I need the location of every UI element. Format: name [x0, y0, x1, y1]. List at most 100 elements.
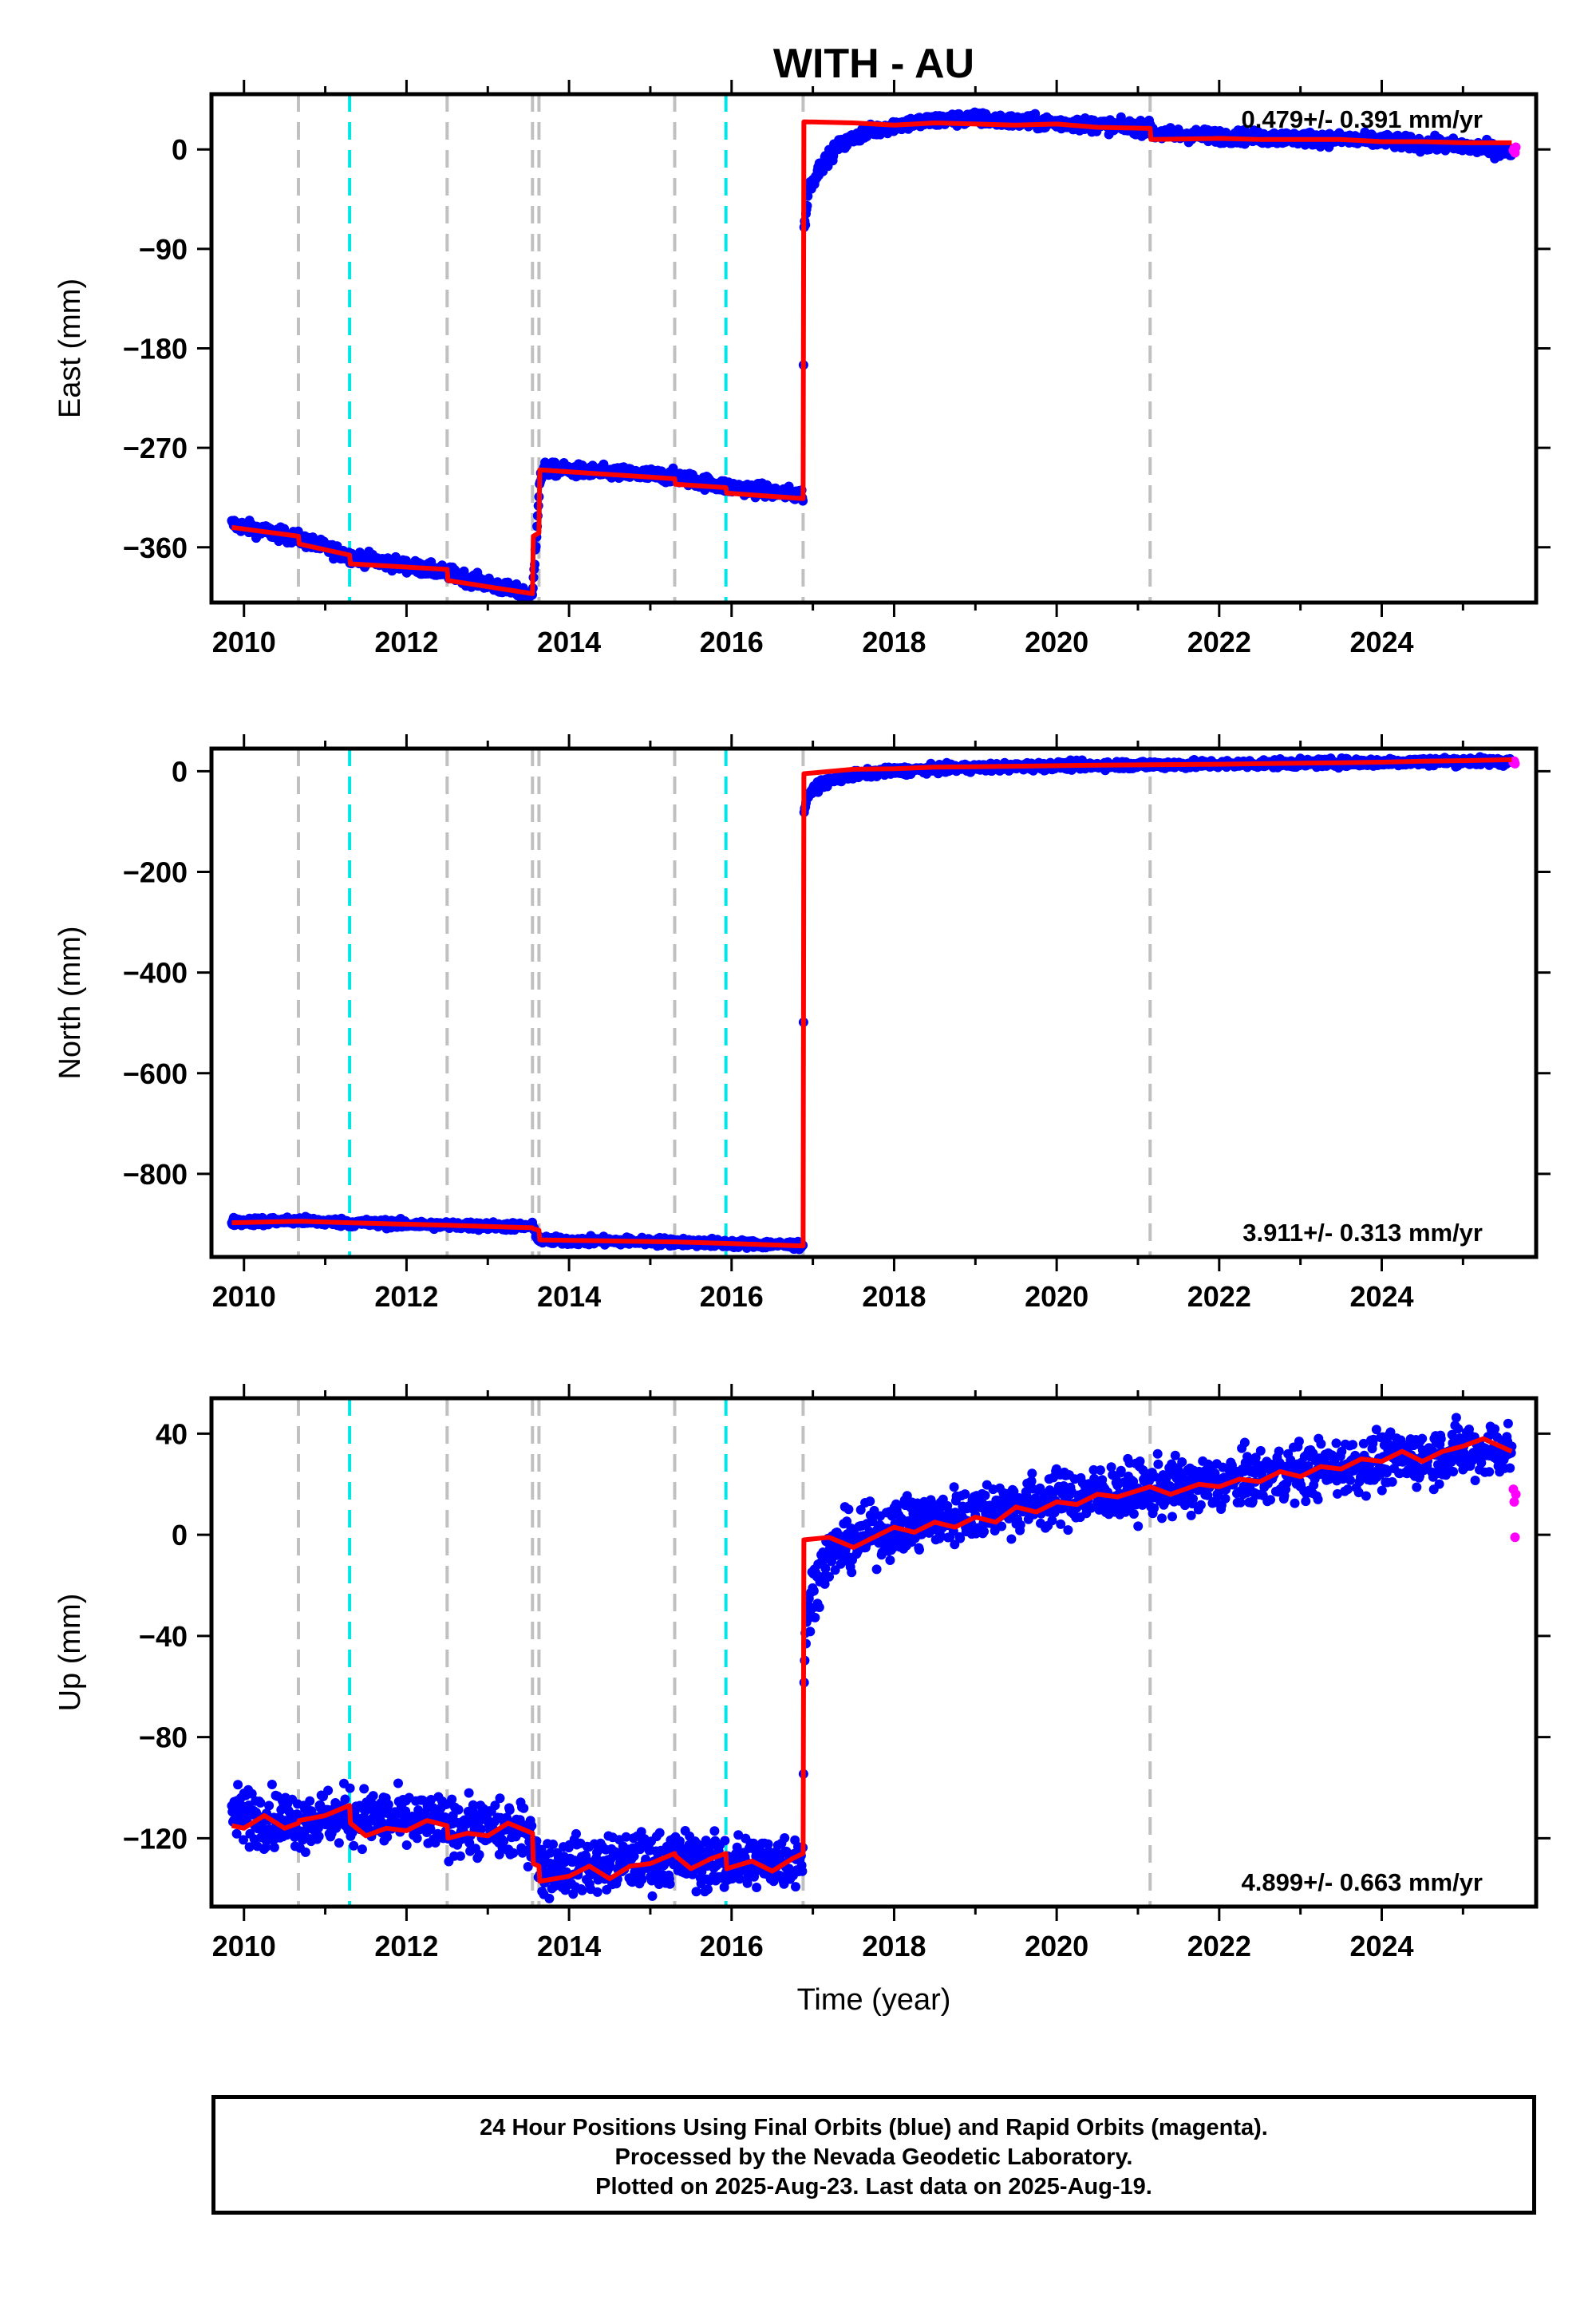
final-orbit-point-255	[382, 1832, 393, 1842]
velocity-label-north: 3.911+/- 0.313 mm/yr	[1242, 1219, 1483, 1247]
y-tick-label: −90	[139, 233, 188, 266]
final-orbit-point-232	[368, 1791, 378, 1801]
final-orbit-point-575	[577, 1885, 587, 1895]
plot-frame-east	[209, 92, 1539, 605]
final-orbit-point-158	[323, 1785, 334, 1796]
final-orbit-point-19	[239, 1835, 248, 1845]
final-orbit-point-285	[401, 1806, 411, 1816]
y-tick-label: −600	[123, 1057, 188, 1090]
final-orbit-point-33	[247, 1788, 257, 1799]
y-tick-label: −800	[123, 1158, 188, 1191]
final-orbit-point-47	[255, 1798, 266, 1808]
x-tick-label: 2020	[1025, 626, 1088, 658]
x-tick-label: 2024	[1349, 626, 1413, 658]
y-tick-label: −360	[123, 532, 188, 564]
x-tick-label: 2014	[537, 1280, 601, 1313]
final-orbit-point-61	[264, 1800, 275, 1811]
final-orbit-point-389	[464, 1788, 474, 1798]
final-orbit-point-66	[267, 1780, 277, 1789]
final-orbit-point-462	[508, 1848, 519, 1858]
final-orbit-points	[227, 107, 1517, 603]
final-orbit-point-257	[383, 1800, 393, 1810]
final-orbit-point-375	[455, 1851, 465, 1861]
final-orbit-point-128	[305, 1796, 315, 1806]
panel-up: 2010 2012 2014 2016 2018 2020 2022 2024400−40−8…	[53, 1384, 1551, 1962]
panel-east: 2010 2012 2014 2016 2018 2020 2022 2024 0 −90 −180…	[53, 80, 1551, 658]
final-orbit-point-621	[605, 1862, 615, 1872]
x-tick-label: 2016	[700, 1280, 764, 1313]
final-orbit-point-29	[244, 1842, 255, 1852]
x-tick-label: 2022	[1187, 1280, 1251, 1313]
final-orbit-point-10	[233, 1780, 243, 1790]
x-tick-label: 2022	[1187, 626, 1251, 658]
final-orbit-point-287	[401, 1840, 412, 1850]
final-orbit-point-372	[453, 1804, 464, 1815]
final-orbit-point-327	[426, 1795, 437, 1804]
final-orbit-point-121	[300, 1847, 310, 1857]
x-tick-label: 2024	[1349, 1280, 1413, 1313]
plot-area-east	[227, 94, 1521, 603]
model-fit-line	[231, 757, 1512, 1249]
final-orbit-points	[227, 752, 1517, 1255]
x-tick-label: 2014	[537, 626, 601, 658]
final-orbit-point-200	[349, 1840, 359, 1851]
final-orbit-point-527	[548, 1840, 558, 1849]
y-axis-label-east: East (mm)	[53, 279, 87, 418]
final-orbit-point-479	[519, 1803, 529, 1813]
plot-area-up	[227, 1398, 1521, 1907]
final-orbit-point-432	[490, 1800, 500, 1811]
final-orbit-point-581	[581, 1851, 591, 1861]
final-orbit-point-194	[345, 1783, 355, 1793]
final-orbit-point-214	[357, 1844, 367, 1855]
x-tick-label: 2012	[374, 1280, 438, 1313]
rapid-orbit-point-4	[1511, 142, 1521, 152]
panel-north: 2010 2012 2014 2016 2018 2020 2022 2024 0 −200 −40…	[53, 734, 1551, 1313]
final-orbit-point-176	[334, 1838, 344, 1848]
final-orbit-point-326	[425, 1824, 436, 1835]
final-orbit-point-486	[523, 1862, 533, 1871]
final-orbit-point-143	[314, 1832, 324, 1841]
y-tick-label: 0	[172, 133, 188, 166]
y-axis-label-north: North (mm)	[53, 926, 87, 1079]
final-orbit-point-440	[495, 1793, 505, 1804]
final-orbit-point-565	[571, 1828, 581, 1839]
final-orbit-point-70	[269, 1842, 279, 1852]
final-orbit-point-8	[231, 1828, 242, 1839]
final-orbit-point-361	[447, 1794, 457, 1804]
velocity-label-east: 0.479+/- 0.391 mm/yr	[1242, 105, 1483, 133]
final-orbit-point-217	[359, 1784, 369, 1794]
x-tick-label: 2010	[212, 1280, 276, 1313]
x-tick-label: 2012	[374, 626, 438, 658]
y-tick-label: −400	[123, 957, 188, 990]
plot-area-north	[227, 749, 1520, 1257]
rapid-orbit-point-3	[1510, 758, 1520, 769]
final-orbit-point-523	[545, 1848, 555, 1858]
y-tick-label: −200	[123, 856, 188, 889]
final-orbit-point-273	[393, 1778, 403, 1788]
y-tick-label: 0	[172, 755, 188, 788]
x-tick-label: 2018	[862, 626, 926, 658]
final-orbit-point-492	[527, 1820, 537, 1831]
x-tick-label: 2020	[1025, 1280, 1088, 1313]
final-orbit-point-396	[468, 1800, 478, 1810]
final-orbit-point-304	[412, 1833, 422, 1844]
final-orbit-point-56	[261, 1842, 271, 1852]
x-tick-label: 2010	[212, 626, 276, 658]
plot-frame-north	[209, 746, 1539, 1259]
final-orbit-point-186	[340, 1794, 350, 1804]
final-orbit-point-446	[499, 1836, 509, 1847]
y-tick-label: −270	[123, 432, 188, 464]
y-tick-label: −180	[123, 333, 188, 366]
final-orbit-point-409	[476, 1824, 486, 1835]
chart-title: WITH - AU	[773, 41, 974, 87]
final-orbit-point-406	[474, 1850, 484, 1860]
x-tick-label: 2018	[862, 1280, 926, 1313]
final-orbit-point-456	[504, 1805, 515, 1815]
x-tick-label: 2016	[700, 626, 764, 658]
final-orbit-points	[227, 1413, 1517, 1903]
rapid-orbit-points	[1508, 142, 1521, 158]
final-orbit-point-521	[544, 1893, 555, 1903]
model-fit-line	[231, 119, 1512, 596]
final-orbit-point-600	[592, 1887, 602, 1897]
